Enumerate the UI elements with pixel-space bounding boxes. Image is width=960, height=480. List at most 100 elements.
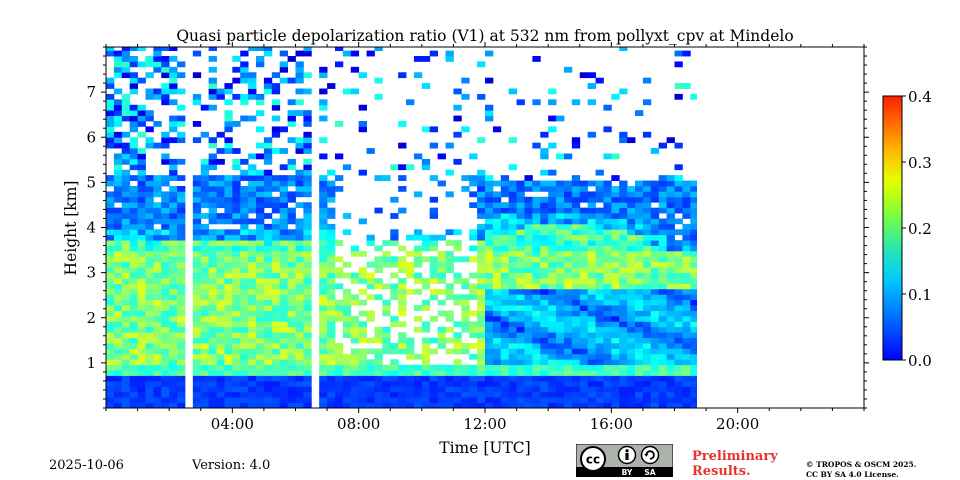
heatmap-cell xyxy=(603,337,612,344)
heatmap-cell xyxy=(169,169,178,176)
heatmap-cell xyxy=(113,299,123,306)
heatmap-cell xyxy=(334,305,344,311)
heatmap-cell xyxy=(279,310,289,317)
heatmap-cell xyxy=(603,321,612,328)
heatmap-cell xyxy=(161,72,170,79)
heatmap-cell xyxy=(169,191,178,198)
heatmap-cell xyxy=(145,391,154,398)
heatmap-cell xyxy=(295,229,304,236)
heatmap-cell xyxy=(682,299,691,306)
heatmap-cell xyxy=(500,185,510,192)
heatmap-cell xyxy=(611,175,620,181)
heatmap-cell xyxy=(398,370,407,376)
heatmap-cell xyxy=(129,229,138,236)
heatmap-cell xyxy=(145,229,154,236)
heatmap-cell xyxy=(690,375,698,382)
heatmap-cell xyxy=(192,121,202,127)
heatmap-cell xyxy=(287,326,296,333)
heatmap-cell xyxy=(342,50,352,57)
heatmap-cell xyxy=(429,337,439,344)
heatmap-cell xyxy=(137,110,146,116)
heatmap-cell xyxy=(682,196,691,203)
heatmap-cell xyxy=(603,359,612,366)
heatmap-cell xyxy=(374,278,383,284)
heatmap-cell xyxy=(208,56,217,62)
heatmap-cell xyxy=(540,364,549,371)
heatmap-cell xyxy=(611,299,620,306)
heatmap-cell xyxy=(334,370,344,376)
heatmap-cell xyxy=(524,223,533,230)
heatmap-cell xyxy=(145,223,154,230)
heatmap-cell xyxy=(113,207,123,214)
heatmap-cell xyxy=(690,93,698,100)
heatmap-cell xyxy=(579,397,589,403)
heatmap-cell xyxy=(334,343,344,349)
heatmap-cell xyxy=(137,375,146,382)
heatmap-cell xyxy=(690,305,698,311)
heatmap-cell xyxy=(366,364,375,371)
heatmap-cell xyxy=(579,196,589,203)
heatmap-cell xyxy=(161,56,170,62)
heatmap-cell xyxy=(563,305,573,311)
heatmap-cell xyxy=(216,294,225,301)
heatmap-cell xyxy=(650,299,660,306)
heatmap-cell xyxy=(500,391,510,398)
heatmap-cell xyxy=(295,218,304,225)
heatmap-cell xyxy=(263,294,273,301)
heatmap-cell xyxy=(232,278,241,284)
heatmap-cell xyxy=(556,202,565,209)
heatmap-cell xyxy=(192,343,202,349)
heatmap-cell xyxy=(413,326,423,333)
heatmap-cell xyxy=(303,343,312,349)
heatmap-cell xyxy=(674,256,683,263)
heatmap-cell xyxy=(469,245,478,252)
heatmap-cell xyxy=(445,229,454,236)
heatmap-cell xyxy=(658,175,668,181)
heatmap-cell xyxy=(658,386,668,393)
heatmap-cell xyxy=(113,391,123,398)
heatmap-cell xyxy=(492,353,502,360)
heatmap-cell xyxy=(690,294,698,301)
heatmap-cell xyxy=(177,343,186,349)
heatmap-cell xyxy=(492,375,502,382)
heatmap-cell xyxy=(642,337,652,344)
heatmap-cell xyxy=(153,321,162,328)
heatmap-cell xyxy=(287,353,296,360)
heatmap-cell xyxy=(508,191,517,198)
heatmap-cell xyxy=(516,185,525,192)
heatmap-cell xyxy=(516,278,525,284)
heatmap-cells xyxy=(106,47,698,408)
heatmap-cell xyxy=(619,288,628,295)
heatmap-cell xyxy=(658,191,668,198)
cc-by-sa-badge[interactable]: cc BY SA xyxy=(576,444,673,477)
heatmap-cell xyxy=(287,315,296,322)
heatmap-cell xyxy=(398,121,407,127)
heatmap-cell xyxy=(113,110,123,116)
heatmap-cell xyxy=(169,47,178,52)
heatmap-cell xyxy=(303,191,312,198)
heatmap-cell xyxy=(232,272,241,279)
heatmap-cell xyxy=(500,337,510,344)
heatmap-cell xyxy=(500,348,510,355)
heatmap-cell xyxy=(248,207,257,214)
heatmap-cell xyxy=(271,196,281,203)
heatmap-cell xyxy=(161,278,170,284)
heatmap-cell xyxy=(500,267,510,274)
heatmap-cell xyxy=(169,375,178,382)
heatmap-cell xyxy=(540,223,549,230)
heatmap-cell xyxy=(161,294,170,301)
heatmap-cell xyxy=(532,359,541,366)
heatmap-cell xyxy=(240,77,249,84)
heatmap-cell xyxy=(303,202,312,209)
heatmap-cell xyxy=(532,391,541,398)
heatmap-cell xyxy=(200,348,210,355)
heatmap-cell xyxy=(579,337,589,344)
heatmap-cell xyxy=(382,375,391,382)
heatmap-cell xyxy=(690,397,698,403)
heatmap-cell xyxy=(169,137,178,144)
heatmap-cell xyxy=(342,261,352,268)
heatmap-cell xyxy=(177,397,186,403)
heatmap-cell xyxy=(350,294,360,301)
heatmap-cell xyxy=(287,380,296,387)
heatmap-cell xyxy=(485,326,494,333)
